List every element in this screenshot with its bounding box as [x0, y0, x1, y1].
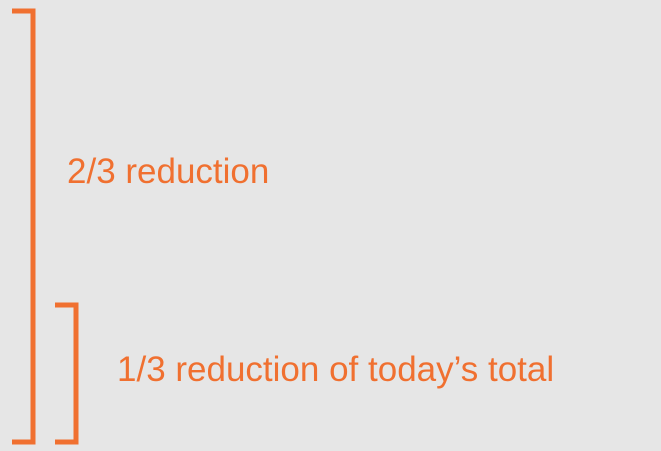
- large-bracket: [12, 8, 36, 445]
- small-bracket-label: 1/3 reduction of today’s total: [117, 350, 554, 389]
- small-bracket: [55, 302, 79, 445]
- large-bracket-label: 2/3 reduction: [67, 152, 269, 191]
